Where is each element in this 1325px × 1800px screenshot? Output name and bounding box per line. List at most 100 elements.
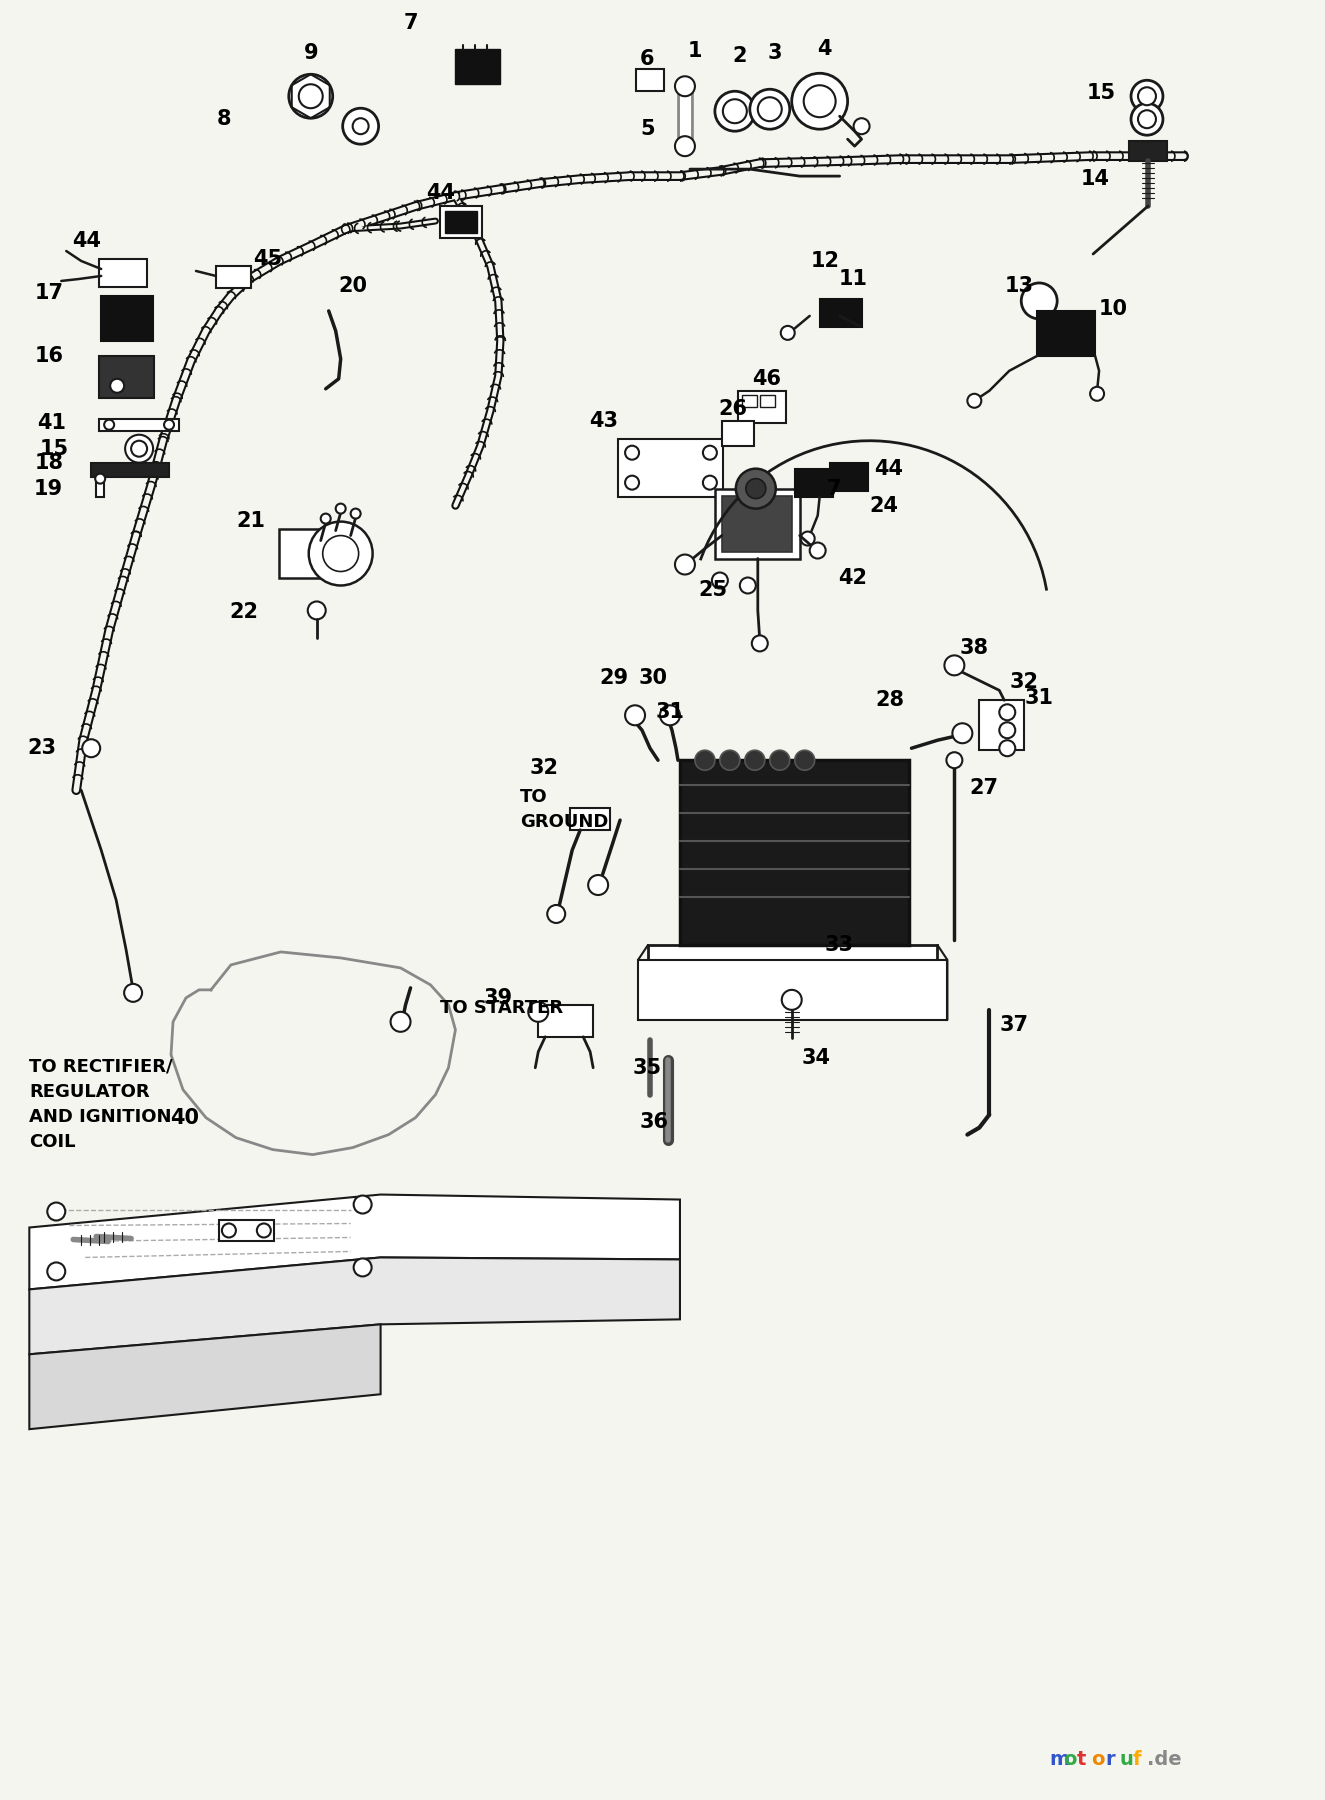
- Text: 22: 22: [229, 603, 258, 623]
- Circle shape: [674, 137, 694, 157]
- Bar: [101, 295, 154, 340]
- Circle shape: [164, 419, 174, 430]
- Circle shape: [999, 704, 1015, 720]
- Circle shape: [782, 990, 802, 1010]
- Circle shape: [110, 378, 125, 392]
- Bar: [1037, 311, 1094, 356]
- Text: TO
GROUND: TO GROUND: [521, 788, 608, 832]
- Circle shape: [945, 655, 965, 675]
- Circle shape: [354, 1195, 371, 1213]
- Circle shape: [105, 419, 114, 430]
- Text: 4: 4: [818, 40, 832, 59]
- Text: 42: 42: [837, 569, 867, 589]
- Text: 39: 39: [484, 988, 513, 1008]
- Bar: [716, 488, 800, 558]
- Circle shape: [547, 905, 566, 923]
- Bar: [738, 391, 786, 423]
- Text: 15: 15: [1086, 83, 1116, 103]
- Circle shape: [999, 740, 1015, 756]
- Text: 29: 29: [599, 668, 628, 688]
- Text: u: u: [1120, 1750, 1133, 1769]
- Polygon shape: [29, 1195, 680, 1289]
- Circle shape: [770, 751, 790, 770]
- Bar: [1129, 140, 1167, 162]
- Text: 37: 37: [999, 1015, 1028, 1035]
- Text: 11: 11: [839, 268, 868, 290]
- Text: 10: 10: [1098, 299, 1128, 319]
- Bar: [639, 959, 947, 1021]
- Circle shape: [704, 475, 717, 490]
- Text: .de: .de: [1147, 1750, 1182, 1769]
- Circle shape: [719, 751, 739, 770]
- Bar: [570, 808, 610, 830]
- Polygon shape: [29, 1258, 680, 1354]
- Bar: [795, 468, 832, 497]
- Bar: [680, 760, 909, 945]
- Text: 44: 44: [72, 230, 101, 250]
- Text: 31: 31: [1024, 688, 1053, 709]
- Bar: [538, 1004, 594, 1037]
- Bar: [722, 495, 792, 551]
- Text: o: o: [1063, 1750, 1077, 1769]
- Text: 3: 3: [767, 43, 782, 63]
- Text: TO RECTIFIER/
REGULATOR
AND IGNITION
COIL: TO RECTIFIER/ REGULATOR AND IGNITION COI…: [29, 1058, 174, 1150]
- Text: 45: 45: [253, 248, 282, 268]
- Text: 16: 16: [34, 346, 64, 365]
- Bar: [440, 205, 482, 238]
- Text: m: m: [1049, 1750, 1069, 1769]
- Circle shape: [800, 531, 815, 545]
- Bar: [617, 439, 723, 497]
- Text: 13: 13: [1004, 275, 1034, 295]
- Text: 36: 36: [640, 1112, 669, 1132]
- Circle shape: [95, 473, 105, 484]
- Circle shape: [131, 441, 147, 457]
- Text: 23: 23: [28, 738, 56, 758]
- Circle shape: [704, 446, 717, 459]
- Circle shape: [125, 436, 154, 463]
- Circle shape: [853, 119, 869, 135]
- Circle shape: [309, 522, 372, 585]
- Bar: [456, 49, 501, 85]
- Circle shape: [792, 74, 848, 130]
- Polygon shape: [29, 1325, 380, 1429]
- Text: f: f: [1133, 1750, 1142, 1769]
- Circle shape: [1090, 387, 1104, 401]
- Circle shape: [723, 99, 747, 122]
- Bar: [759, 394, 775, 407]
- Circle shape: [746, 479, 766, 499]
- Circle shape: [750, 90, 790, 130]
- Circle shape: [48, 1262, 65, 1280]
- Text: 17: 17: [34, 283, 64, 302]
- Text: TO STARTER: TO STARTER: [440, 999, 563, 1017]
- Circle shape: [625, 475, 639, 490]
- Text: 6: 6: [640, 49, 655, 68]
- Circle shape: [735, 468, 775, 509]
- Circle shape: [289, 74, 333, 119]
- Circle shape: [712, 572, 727, 589]
- Bar: [99, 259, 147, 286]
- Text: 35: 35: [632, 1058, 661, 1078]
- Text: 25: 25: [698, 580, 727, 601]
- Circle shape: [953, 724, 973, 743]
- Text: 38: 38: [959, 639, 988, 659]
- Circle shape: [257, 1224, 270, 1237]
- Circle shape: [352, 119, 368, 135]
- Text: 43: 43: [590, 410, 617, 430]
- Circle shape: [716, 92, 755, 131]
- Circle shape: [221, 1224, 236, 1237]
- Text: 33: 33: [824, 934, 853, 956]
- Bar: [99, 356, 154, 398]
- Circle shape: [758, 97, 782, 121]
- Text: 34: 34: [802, 1048, 831, 1067]
- Text: 1: 1: [688, 41, 702, 61]
- Bar: [742, 394, 757, 407]
- Text: 14: 14: [1081, 169, 1110, 189]
- Circle shape: [307, 601, 326, 619]
- Text: o: o: [1090, 1750, 1105, 1769]
- Text: r: r: [1105, 1750, 1114, 1769]
- Text: 31: 31: [656, 702, 685, 722]
- Text: 21: 21: [237, 511, 266, 531]
- Text: 30: 30: [639, 668, 668, 688]
- Bar: [445, 211, 477, 232]
- Circle shape: [343, 108, 379, 144]
